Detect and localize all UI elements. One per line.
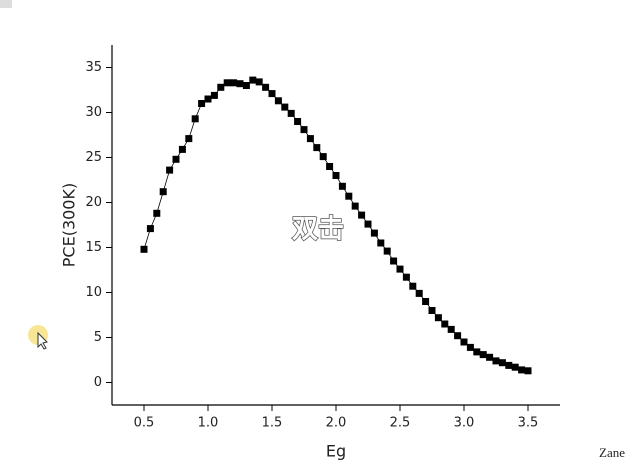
watermark: Zane — [599, 445, 625, 460]
point — [306, 135, 314, 143]
point — [313, 144, 321, 152]
point — [498, 359, 506, 367]
point — [402, 273, 410, 281]
point — [236, 80, 244, 88]
y-tick-label: 10 — [85, 285, 102, 300]
x-tick-label: 0.5 — [134, 416, 155, 431]
point — [505, 361, 513, 369]
point — [178, 145, 186, 153]
point — [153, 209, 161, 217]
point — [217, 83, 225, 91]
x-tick-label: 3.5 — [518, 416, 539, 431]
point — [473, 348, 481, 356]
x-tick-label: 2.0 — [326, 416, 347, 431]
point — [454, 332, 462, 340]
point — [524, 367, 532, 375]
point — [287, 109, 295, 117]
overlay-text: 双击 — [292, 215, 344, 245]
point — [255, 78, 263, 86]
point — [377, 239, 385, 247]
corner-mark — [0, 0, 12, 8]
point — [210, 91, 218, 99]
point — [185, 135, 193, 143]
point — [518, 366, 526, 374]
point — [300, 126, 308, 134]
point — [166, 166, 174, 174]
point — [447, 325, 455, 333]
point — [358, 211, 366, 219]
point — [338, 182, 346, 190]
y-axis-label: PCE(300K) — [60, 183, 79, 267]
point — [319, 153, 327, 161]
point — [479, 351, 487, 359]
point — [486, 353, 494, 361]
point — [492, 357, 500, 365]
point — [281, 103, 289, 111]
point — [268, 90, 276, 98]
y-tick-label: 20 — [85, 195, 102, 210]
point — [428, 307, 436, 314]
point — [326, 163, 334, 170]
point — [370, 229, 378, 237]
point — [242, 82, 250, 89]
y-tick-label: 30 — [85, 105, 102, 120]
y-tick-label: 5 — [94, 330, 102, 345]
x-tick-label: 1.5 — [262, 416, 283, 431]
point — [434, 314, 442, 322]
point — [351, 202, 359, 210]
point — [460, 338, 468, 346]
point — [409, 282, 417, 290]
y-tick-label: 0 — [94, 375, 102, 390]
point — [146, 225, 154, 233]
point — [441, 320, 449, 328]
point — [172, 155, 180, 163]
point — [345, 192, 353, 200]
point — [415, 289, 423, 297]
point — [262, 83, 270, 91]
point — [396, 265, 404, 273]
point — [140, 245, 148, 253]
point — [383, 247, 391, 255]
y-tick-label: 25 — [85, 150, 102, 165]
point — [198, 100, 206, 107]
x-tick-label: 1.0 — [198, 416, 219, 431]
point — [274, 97, 282, 105]
point — [466, 343, 474, 351]
cursor — [37, 331, 48, 350]
point — [159, 188, 167, 196]
x-tick-label: 2.5 — [390, 416, 411, 431]
point — [511, 363, 519, 371]
point — [332, 172, 340, 179]
x-tick-label: 3.0 — [454, 416, 475, 431]
x-axis-label: Eg — [326, 442, 346, 461]
y-tick-label: 15 — [85, 240, 102, 255]
point — [223, 79, 231, 87]
point — [364, 220, 372, 228]
point — [249, 76, 257, 84]
point — [422, 298, 430, 305]
y-tick-label: 35 — [85, 60, 102, 75]
point — [204, 95, 212, 103]
point — [230, 79, 238, 87]
point — [390, 257, 398, 265]
point — [191, 115, 199, 123]
point — [294, 118, 302, 125]
